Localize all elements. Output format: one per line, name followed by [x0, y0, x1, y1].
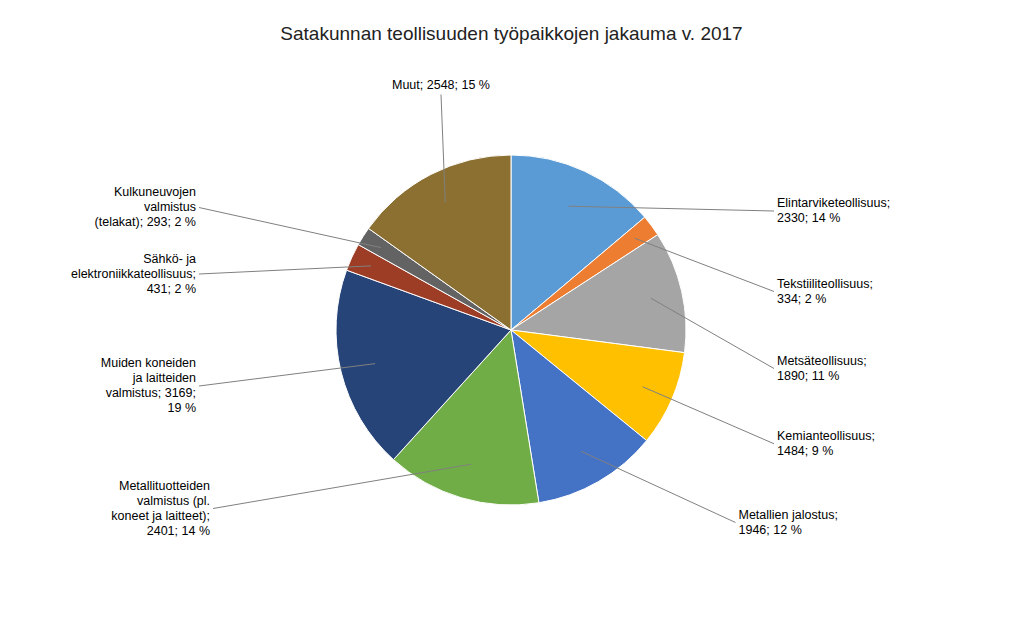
chart-container: Satakunnan teollisuuden työpaikkojen jak… [0, 0, 1023, 619]
slice-label: Muut; 2548; 15 % [392, 78, 490, 92]
leader-line [635, 238, 774, 291]
slice-label: Elintarviketeollisuus;2330; 14 % [777, 196, 890, 225]
slice-label: Muiden koneidenja laitteidenvalmistus; 3… [101, 356, 196, 415]
leader-line [651, 298, 774, 368]
leader-line [441, 95, 445, 203]
leader-line [199, 266, 371, 274]
labels: Elintarviketeollisuus;2330; 14 % Tekstiil… [71, 78, 890, 538]
leader-line [569, 206, 774, 211]
slice-label: Metallien jalostus;1946; 12 % [739, 508, 838, 537]
leader-line [643, 387, 774, 444]
slice-label: Kulkuneuvojenvalmistus(telakat); 293; 2 … [95, 185, 196, 229]
slice-label: Kemianteollisuus;1484; 9 % [777, 429, 875, 458]
leader-line [581, 451, 736, 522]
leader-line [199, 364, 375, 386]
chart-title: Satakunnan teollisuuden työpaikkojen jak… [280, 23, 742, 44]
chart-svg: Satakunnan teollisuuden työpaikkojen jak… [0, 0, 1023, 619]
pie-slice [369, 155, 511, 330]
slice-label: Metallituotteidenvalmistus (pl.koneet ja… [111, 479, 210, 538]
slice-label: Sähkö- jaelektroniikkateollisuus;431; 2 … [71, 252, 196, 296]
slice-label: Tekstiiliteollisuus;334; 2 % [777, 277, 873, 306]
leader-lines [199, 95, 774, 523]
leader-line [199, 208, 381, 248]
leader-line [213, 464, 471, 508]
slice-label: Metsäteollisuus;1890; 11 % [777, 354, 867, 383]
